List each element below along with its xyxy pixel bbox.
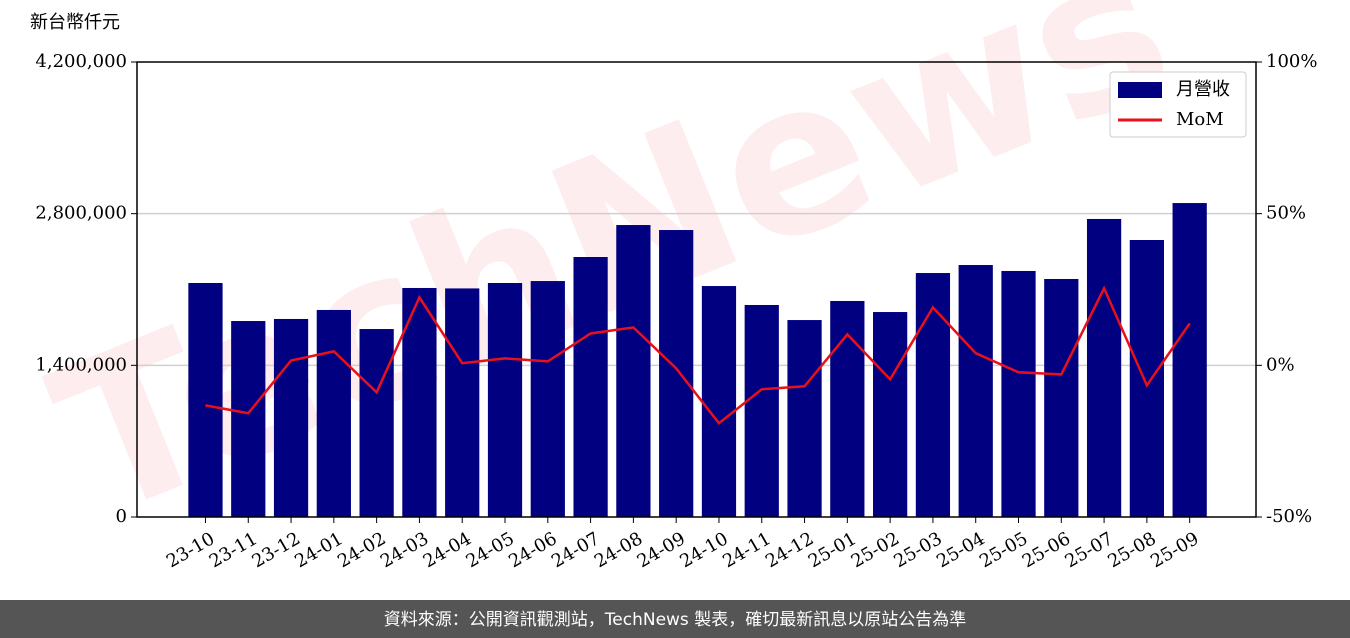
bar (744, 304, 779, 517)
x-tick-label: 25-06 (1019, 528, 1074, 572)
x-tick-label: 25-05 (976, 528, 1031, 572)
x-tick-label: 24-05 (462, 528, 517, 572)
x-tick-label: 25-09 (1147, 528, 1202, 572)
legend-label: 月營收 (1176, 79, 1230, 100)
x-tick-label: 23-12 (249, 528, 304, 572)
x-tick-label: 24-12 (762, 528, 817, 572)
x-tick-label: 25-03 (890, 528, 945, 572)
x-tick-label: 24-08 (591, 528, 646, 572)
bar (445, 288, 480, 517)
bar (787, 320, 822, 517)
x-tick-label: 23-11 (206, 528, 261, 572)
legend-swatch (1118, 82, 1162, 98)
plot-frame (136, 61, 1257, 518)
bar (659, 230, 694, 517)
x-tick-label: 24-10 (676, 528, 731, 572)
x-tick-label: 25-07 (1062, 528, 1117, 572)
bar (573, 257, 608, 517)
bar (530, 281, 565, 517)
bar (231, 321, 266, 517)
y2-tick-label: 50% (1266, 203, 1306, 224)
footer: 資料來源：公開資訊觀測站，TechNews 製表，確切最新訊息以原站公告為準 (384, 610, 966, 630)
x-tick-label: 24-01 (291, 528, 346, 572)
x-tick-label: 25-08 (1104, 528, 1159, 572)
bar (402, 287, 437, 517)
bar (273, 318, 309, 517)
bar (873, 312, 908, 517)
x-tick-label: 25-02 (848, 528, 903, 572)
bar (1001, 270, 1036, 517)
legend-label: MoM (1176, 109, 1224, 130)
x-tick-label: 24-02 (334, 528, 389, 572)
bar (188, 283, 223, 517)
bar (1172, 203, 1207, 518)
y2-tick-label: 100% (1266, 51, 1317, 72)
bar (1044, 278, 1079, 517)
bar (958, 265, 993, 517)
y-axis-label: 新台幣仟元 (30, 12, 120, 33)
bar (830, 300, 865, 517)
y-tick-label: 2,800,000 (35, 203, 127, 224)
x-tick-label: 24-07 (548, 528, 603, 572)
bar (1129, 239, 1164, 517)
bar (1086, 218, 1122, 517)
bar (316, 309, 351, 517)
y2-tick-label: -50% (1266, 506, 1312, 527)
bar (701, 286, 737, 517)
bar (359, 329, 394, 517)
bar (487, 283, 523, 517)
bar (915, 273, 951, 517)
x-tick-label: 24-09 (634, 528, 689, 572)
x-tick-label: 25-01 (805, 528, 860, 572)
x-tick-label: 24-11 (719, 528, 774, 572)
footer-bar (0, 600, 1350, 638)
x-tick-label: 24-03 (377, 528, 432, 572)
x-tick-label: 25-04 (933, 528, 988, 572)
y-tick-label: 4,200,000 (35, 51, 127, 72)
line (205, 285, 1191, 426)
x-tick-label: 24-04 (420, 528, 475, 572)
y-tick-label: 1,400,000 (35, 354, 127, 375)
x-tick-label: 24-06 (505, 528, 560, 572)
bar (616, 225, 651, 517)
y-tick-label: 0 (116, 506, 127, 527)
y2-tick-label: 0% (1266, 354, 1295, 375)
